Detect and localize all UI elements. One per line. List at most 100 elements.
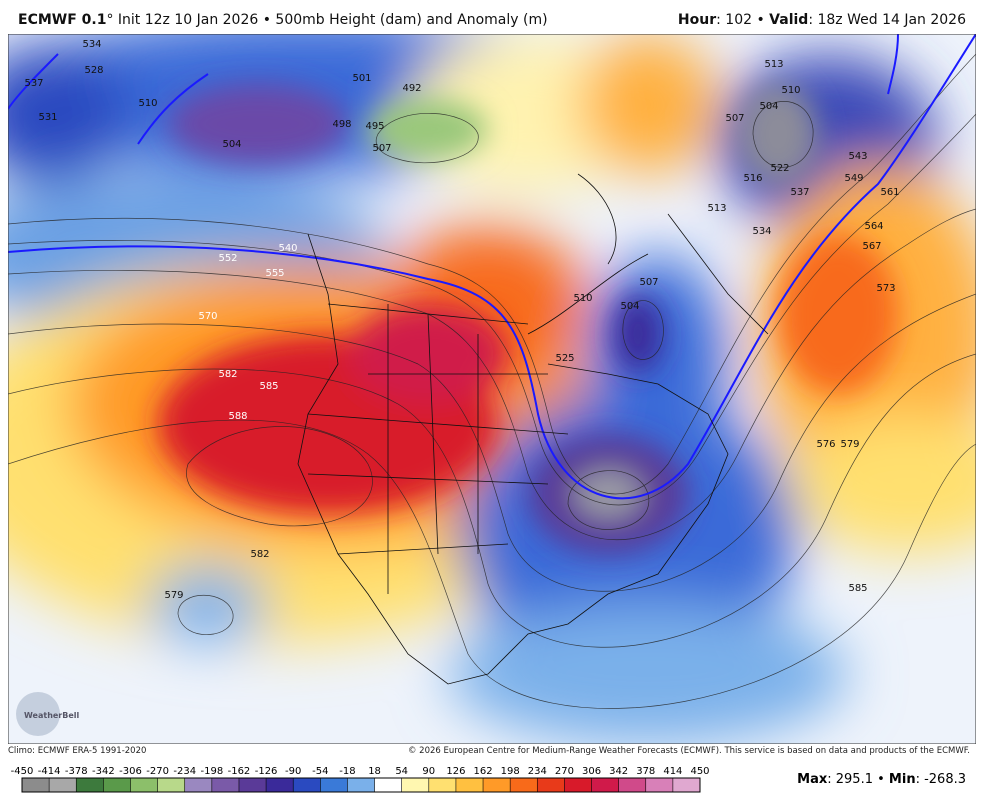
contour-label: 501	[352, 73, 371, 84]
colorbar-label: -306	[119, 766, 142, 777]
colorbar-label: 270	[555, 766, 574, 777]
colorbar-segment	[320, 778, 348, 792]
contour-label: 567	[862, 241, 881, 252]
contour-label: 564	[864, 221, 883, 232]
valid-label: Valid	[769, 12, 809, 28]
contour-label: 543	[848, 151, 867, 162]
contour-label: 507	[372, 143, 391, 154]
colorbar-segment	[184, 778, 212, 792]
colorbar-label: -126	[255, 766, 278, 777]
colorbar-label: 198	[501, 766, 520, 777]
colorbar-segment	[374, 778, 402, 792]
logo: WeatherBell	[16, 692, 80, 736]
colorbar-segment	[618, 778, 646, 792]
contour-label: 579	[164, 590, 183, 601]
contour-label: 522	[770, 163, 789, 174]
logo-text: WeatherBell	[24, 711, 80, 720]
contour-label: 555	[265, 268, 284, 279]
colorbar-segment	[22, 778, 50, 792]
colorbar-label: 126	[446, 766, 465, 777]
hour-value: : 102 •	[716, 12, 770, 28]
contour-label: 510	[781, 85, 800, 96]
contour-label: 552	[218, 253, 237, 264]
colorbar-segment	[293, 778, 321, 792]
colorbar-label: -162	[228, 766, 251, 777]
colorbar-segment	[591, 778, 619, 792]
contour-label: 507	[639, 277, 658, 288]
borders	[297, 173, 769, 685]
contour-label: 540	[278, 243, 297, 254]
colorbar-segment	[672, 778, 700, 792]
stats: Max: 295.1 • Min: -268.3	[797, 772, 966, 787]
valid-value: : 18z Wed 14 Jan 2026	[808, 12, 966, 28]
contour-label: 579	[840, 439, 859, 450]
colorbar-segment	[157, 778, 185, 792]
colorbar-label: -378	[65, 766, 88, 777]
colorbar-label: -54	[312, 766, 328, 777]
colorbar-label: -414	[38, 766, 61, 777]
contour-label: 504	[620, 301, 639, 312]
contours	[8, 53, 976, 709]
colorbar-label: 342	[609, 766, 628, 777]
colorbar-label: -342	[92, 766, 115, 777]
colorbar-segment	[428, 778, 456, 792]
min-value: : -268.3	[915, 772, 966, 787]
colorbar-label: -450	[11, 766, 34, 777]
contour-label: 498	[332, 119, 351, 130]
map: 552 555 570 582 585 588 582 579 501 492 498 495 507 5…	[8, 34, 976, 744]
colorbar-segment	[401, 778, 429, 792]
contour-label: 576	[816, 439, 835, 450]
contour-label: 549	[844, 173, 863, 184]
540-line	[8, 34, 976, 500]
copyright: © 2026 European Centre for Medium-Range …	[407, 746, 970, 756]
colorbar-segment	[537, 778, 565, 792]
colorbar-label: 414	[663, 766, 682, 777]
colorbar: -450 -414 -378 -342 -306 -270 -234 -198 -162 -126…	[11, 766, 710, 793]
colorbar-label: -18	[339, 766, 355, 777]
model: ECMWF 0.1	[18, 12, 107, 28]
contour-label: 585	[259, 381, 278, 392]
contour-label: 582	[250, 549, 269, 560]
colorbar-label: -198	[200, 766, 223, 777]
colorbar-label: 90	[422, 766, 435, 777]
contour-label: 528	[84, 65, 103, 76]
colorbar-segment	[211, 778, 239, 792]
contour-label: 588	[228, 411, 247, 422]
colorbar-segment	[483, 778, 511, 792]
colorbar-label: 234	[528, 766, 547, 777]
colorbar-segment	[49, 778, 77, 792]
colorbar-label: 450	[690, 766, 709, 777]
climo-note: Climo: ECMWF ERA-5 1991-2020	[8, 746, 147, 756]
title: ECMWF 0.1° Init 12z 10 Jan 2026 • 500mb …	[18, 12, 548, 28]
540-line-north	[8, 34, 899, 145]
contour-label: 507	[725, 113, 744, 124]
colorbar-segment	[266, 778, 294, 792]
contour-label: 516	[743, 173, 762, 184]
contour-label: 531	[38, 112, 57, 123]
contour-label: 513	[707, 203, 726, 214]
colorbar-segment	[347, 778, 375, 792]
colorbar-segment	[455, 778, 484, 792]
colorbar-label: 378	[636, 766, 655, 777]
contour-label: 537	[790, 187, 809, 198]
max-value: : 295.1 •	[827, 772, 889, 787]
contour-label: 504	[222, 139, 241, 150]
colorbar-segment	[238, 778, 267, 792]
contour-label: 513	[764, 59, 783, 70]
contour-label: 570	[198, 311, 217, 322]
min-label: Min	[888, 772, 916, 787]
colorbar-segment	[510, 778, 538, 792]
colorbar-segment	[130, 778, 158, 792]
contour-label: 534	[82, 39, 101, 50]
contour-label: 537	[24, 78, 43, 89]
colorbar-segment	[103, 778, 131, 792]
anomaly-field: 552 555 570 582 585 588 582 579 501 492 498 495 507 5…	[8, 34, 976, 744]
contour-label: 582	[218, 369, 237, 380]
contour-label: 510	[573, 293, 592, 304]
contour-label: 573	[876, 283, 895, 294]
colorbar-label: -90	[285, 766, 301, 777]
colorbar-label: 306	[582, 766, 601, 777]
contour-label: 534	[752, 226, 771, 237]
colorbar-label: -234	[173, 766, 196, 777]
